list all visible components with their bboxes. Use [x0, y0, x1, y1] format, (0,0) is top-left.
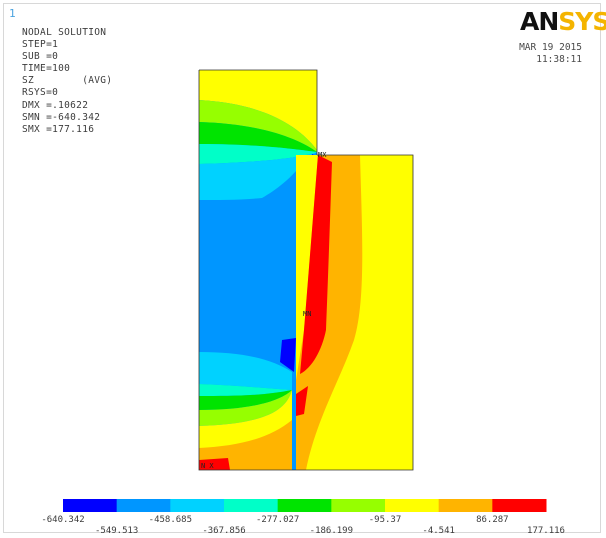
smx-line: SMX =177.116	[22, 123, 95, 135]
timestamp: MAR 19 2015 11:38:11	[519, 42, 582, 66]
colorbar-label-9: 86.287	[476, 515, 509, 525]
left-pocket-blue-bottom	[280, 338, 296, 372]
colorbar-band-7	[385, 499, 440, 512]
colorbar-band-6	[331, 499, 386, 512]
colorbar-band-1	[63, 499, 118, 512]
right-band-red	[300, 155, 332, 374]
geometry-outline	[198, 69, 414, 471]
colorbar-label-4: -367.856	[202, 526, 246, 536]
colorbar	[63, 499, 547, 512]
colorbar-label-10: 177.116	[527, 526, 565, 536]
colorbar-band-8	[438, 499, 493, 512]
marker-mn: MN	[303, 310, 311, 318]
dmx-line: DMX =.10622	[22, 99, 89, 111]
colorbar-band-9	[492, 499, 547, 512]
solution-title: NODAL SOLUTION	[22, 27, 107, 38]
marker-mx: MX	[318, 151, 327, 159]
left-pocket-red-corner	[199, 458, 230, 470]
logo-text-accent: SYS	[558, 7, 606, 36]
left-band-orange-bottom	[199, 420, 292, 470]
colorbar-label-1: -640.342	[41, 515, 85, 525]
left-band-green-bottom	[199, 390, 292, 410]
sub-line: SUB =0	[22, 51, 59, 63]
colorbar-label-6: -186.199	[309, 526, 354, 536]
left-block-outline	[198, 69, 414, 471]
left-band-lime-top	[199, 100, 317, 152]
window-number: 1	[9, 7, 16, 20]
colorbar-label-7: -95.37	[368, 515, 402, 525]
left-band-mint-bottom	[199, 384, 292, 396]
timestamp-time: 11:38:11	[536, 54, 582, 65]
left-band-green-top	[199, 122, 317, 152]
colorbar-label-2: -549.513	[94, 526, 139, 536]
left-band-cyan-top	[199, 152, 317, 200]
smn-line: SMN =-640.342	[22, 111, 101, 123]
colorbar-label-5: -277.027	[255, 515, 300, 525]
colorbar-band-4	[224, 499, 279, 512]
logo-text-main: AN	[520, 7, 559, 36]
step-line: STEP=1	[22, 39, 59, 51]
left-band-lime-bottom	[199, 390, 292, 426]
plot-frame	[3, 3, 601, 533]
result-item-line: SZ (AVG)	[22, 75, 113, 87]
right-block-contours	[296, 155, 413, 470]
colorbar-label-3: -458.685	[148, 515, 193, 525]
right-band-red-lower	[296, 386, 308, 416]
time-line: TIME=100	[22, 63, 71, 75]
solution-info: NODAL SOLUTION STEP=1 SUB =0 TIME=100 SZ…	[22, 27, 112, 136]
colorbar-label-8: -4.541	[422, 526, 455, 536]
marker-bottom: N X	[201, 462, 214, 470]
colorbar-band-5	[277, 499, 332, 512]
colorbar-band-3	[170, 499, 225, 512]
rsys-line: RSYS=0	[22, 87, 59, 99]
timestamp-date: MAR 19 2015	[519, 42, 582, 53]
left-band-yellow-top	[199, 70, 317, 150]
colorbar-band-2	[116, 499, 171, 512]
ansys-logo: ANSYS	[520, 7, 606, 36]
left-band-mint-top	[199, 144, 317, 164]
left-band-cyan-bottom	[199, 352, 292, 390]
